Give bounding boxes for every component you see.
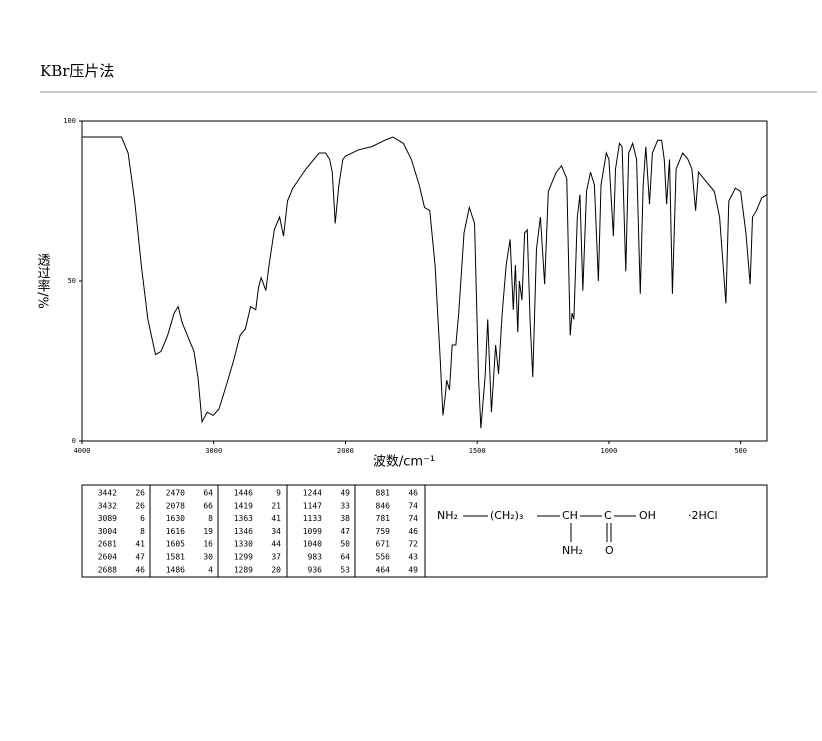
y-axis-label: 透过率/% <box>35 253 51 309</box>
table-cell: 1040 <box>303 540 322 549</box>
table-cell: 1419 <box>234 501 253 510</box>
table-cell: 1299 <box>234 553 253 562</box>
table-cell: 74 <box>408 514 418 523</box>
table-cell: 3432 <box>98 501 117 510</box>
table-cell: 983 <box>308 553 323 562</box>
table-cell: 2078 <box>166 501 185 510</box>
chem-group: OH <box>639 509 656 522</box>
table-cell: 53 <box>340 565 350 574</box>
chem-group: NH₂ <box>437 509 458 522</box>
table-cell: 46 <box>408 527 418 536</box>
table-cell: 781 <box>376 514 391 523</box>
table-lines <box>149 485 426 577</box>
table-cell: 44 <box>271 540 281 549</box>
table-cell: 20 <box>271 565 281 574</box>
table-cell: 49 <box>408 565 418 574</box>
x-axis-label: 波数/cm⁻¹ <box>373 455 435 470</box>
table-cell: 846 <box>376 501 391 510</box>
table-cell: 1605 <box>166 540 185 549</box>
table-cell: 26 <box>135 489 145 498</box>
table-cell: 8 <box>208 514 213 523</box>
table-cell: 1289 <box>234 565 253 574</box>
table-cell: 38 <box>340 514 350 523</box>
table-cell: 33 <box>340 501 350 510</box>
table-cell: 30 <box>203 553 213 562</box>
table-cell: 2604 <box>98 553 117 562</box>
table-cell: 64 <box>203 489 213 498</box>
table-cell: 47 <box>135 553 145 562</box>
chem-group: O <box>605 544 614 557</box>
table-cell: 1346 <box>234 527 253 536</box>
table-cell: 936 <box>308 565 323 574</box>
table-cell: 6 <box>140 514 145 523</box>
table-cell: 4 <box>208 565 213 574</box>
table-cell: 1616 <box>166 527 185 536</box>
table-cell: 1133 <box>303 514 322 523</box>
chem-group: C <box>604 509 612 522</box>
table-cell: 2681 <box>98 540 117 549</box>
table-cell: 41 <box>135 540 145 549</box>
y-tick-label: 50 <box>68 277 76 285</box>
table-cell: 1486 <box>166 565 185 574</box>
chem-group: NH₂ <box>562 544 583 557</box>
y-tick-label: 100 <box>63 117 76 125</box>
spectrum-line <box>82 136 768 429</box>
table-cell: 2470 <box>166 489 185 498</box>
x-tick-label: 2000 <box>337 447 354 455</box>
table-cell: 1581 <box>166 553 185 562</box>
chem-group: (CH₂)₃ <box>490 509 523 522</box>
table-cell: 26 <box>135 501 145 510</box>
table-cell: 34 <box>271 527 281 536</box>
table-cell: 43 <box>408 553 418 562</box>
x-tick-label: 4000 <box>74 447 91 455</box>
table-cell: 3089 <box>98 514 117 523</box>
table-cell: 72 <box>408 540 418 549</box>
table-cell: 41 <box>271 514 281 523</box>
x-tick-label: 500 <box>734 447 747 455</box>
table-cell: 2688 <box>98 565 117 574</box>
table-cell: 21 <box>271 501 281 510</box>
table-cell: 1099 <box>303 527 322 536</box>
x-tick-label: 1000 <box>600 447 617 455</box>
x-tick-label: 3000 <box>205 447 222 455</box>
table-cell: 1330 <box>234 540 253 549</box>
table-cell: 464 <box>376 565 391 574</box>
table-cell: 1446 <box>234 489 253 498</box>
chem-group: CH <box>562 509 578 522</box>
table-cell: 46 <box>135 565 145 574</box>
table-cell: 37 <box>271 553 281 562</box>
table-cell: 19 <box>203 527 213 536</box>
table-cell: 9 <box>276 489 281 498</box>
table-cell: 3442 <box>98 489 117 498</box>
x-tick-label: 1500 <box>469 447 486 455</box>
table-cell: 759 <box>376 527 391 536</box>
table-cell: 1147 <box>303 501 322 510</box>
table-cell: 3004 <box>98 527 117 536</box>
table-cell: 671 <box>376 540 391 549</box>
table-cell: 881 <box>376 489 391 498</box>
plot-frame <box>81 120 768 442</box>
table-cell: 16 <box>203 540 213 549</box>
title: KBr压片法 <box>40 62 114 80</box>
table-cell: 64 <box>340 553 350 562</box>
table-cell: 49 <box>340 489 350 498</box>
chem-salt: ·2HCl <box>688 509 718 522</box>
table-cell: 8 <box>140 527 145 536</box>
table-cell: 1630 <box>166 514 185 523</box>
table-cell: 50 <box>340 540 350 549</box>
y-tick-label: 0 <box>72 437 76 445</box>
table-cell: 66 <box>203 501 213 510</box>
bonds <box>463 515 636 542</box>
table-cell: 1244 <box>303 489 322 498</box>
table-cell: 74 <box>408 501 418 510</box>
table-cell: 47 <box>340 527 350 536</box>
table-cell: 556 <box>376 553 391 562</box>
table-cell: 1363 <box>234 514 253 523</box>
table-cell: 46 <box>408 489 418 498</box>
